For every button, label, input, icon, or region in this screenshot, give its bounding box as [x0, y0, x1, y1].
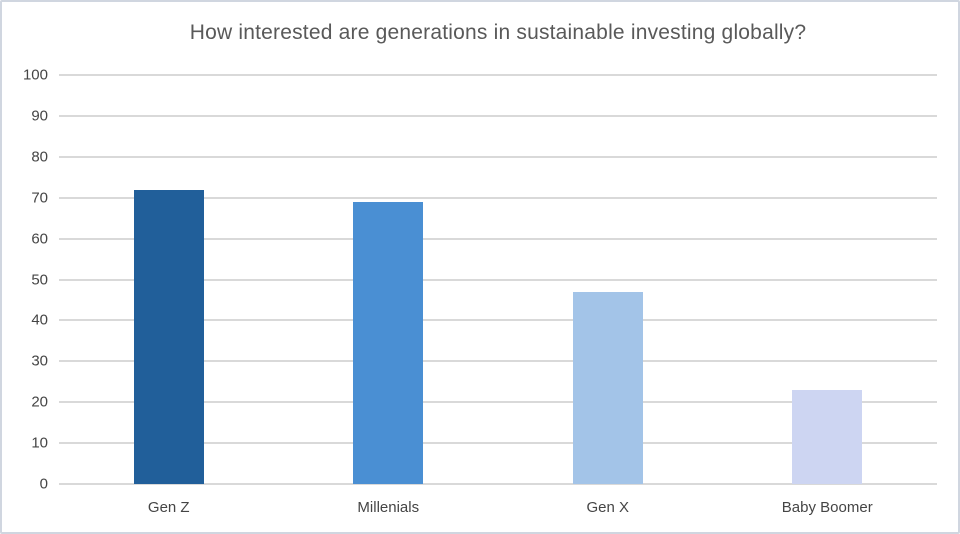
gridline-70: [59, 196, 937, 199]
gridline-40: [59, 319, 937, 322]
gridline-60: [59, 237, 937, 240]
plot-area: [59, 74, 937, 485]
gridline-20: [59, 401, 937, 404]
gridline-100: [59, 74, 937, 76]
y-tick-label-90: 90: [31, 107, 48, 125]
gridline-0: [59, 483, 937, 485]
y-tick-label-20: 20: [31, 393, 48, 411]
y-tick-label-70: 70: [31, 189, 48, 207]
y-tick-label-10: 10: [31, 434, 48, 452]
y-tick-label-30: 30: [31, 352, 48, 370]
y-tick-label-40: 40: [31, 311, 48, 329]
y-tick-label-60: 60: [31, 230, 48, 248]
y-tick-label-0: 0: [39, 475, 48, 493]
gridline-50: [59, 278, 937, 281]
y-tick-label-100: 100: [22, 66, 48, 84]
y-tick-label-80: 80: [31, 148, 48, 166]
bar-gen-x: [572, 291, 643, 484]
bar-baby-boomer: [792, 389, 863, 484]
y-axis-labels: 0 10 20 30 40 50 60 70 80 90 100: [2, 67, 48, 493]
gridline-30: [59, 360, 937, 363]
x-tick-label-millenials: Millenials: [357, 499, 420, 516]
gridline-10: [59, 442, 937, 445]
bar-gen-z: [133, 189, 204, 484]
bar-millenials: [353, 201, 424, 484]
x-tick-label-baby-boomer: Baby Boomer: [781, 499, 873, 516]
gridline-90: [59, 114, 937, 117]
x-axis-labels: Gen Z Millenials Gen X Baby Boomer: [59, 499, 937, 523]
chart-title: How interested are generations in sustai…: [189, 21, 807, 44]
gridline-80: [59, 155, 937, 158]
x-tick-label-gen-z: Gen Z: [147, 499, 190, 516]
y-tick-label-50: 50: [31, 271, 48, 288]
x-tick-label-gen-x: Gen X: [586, 499, 630, 516]
